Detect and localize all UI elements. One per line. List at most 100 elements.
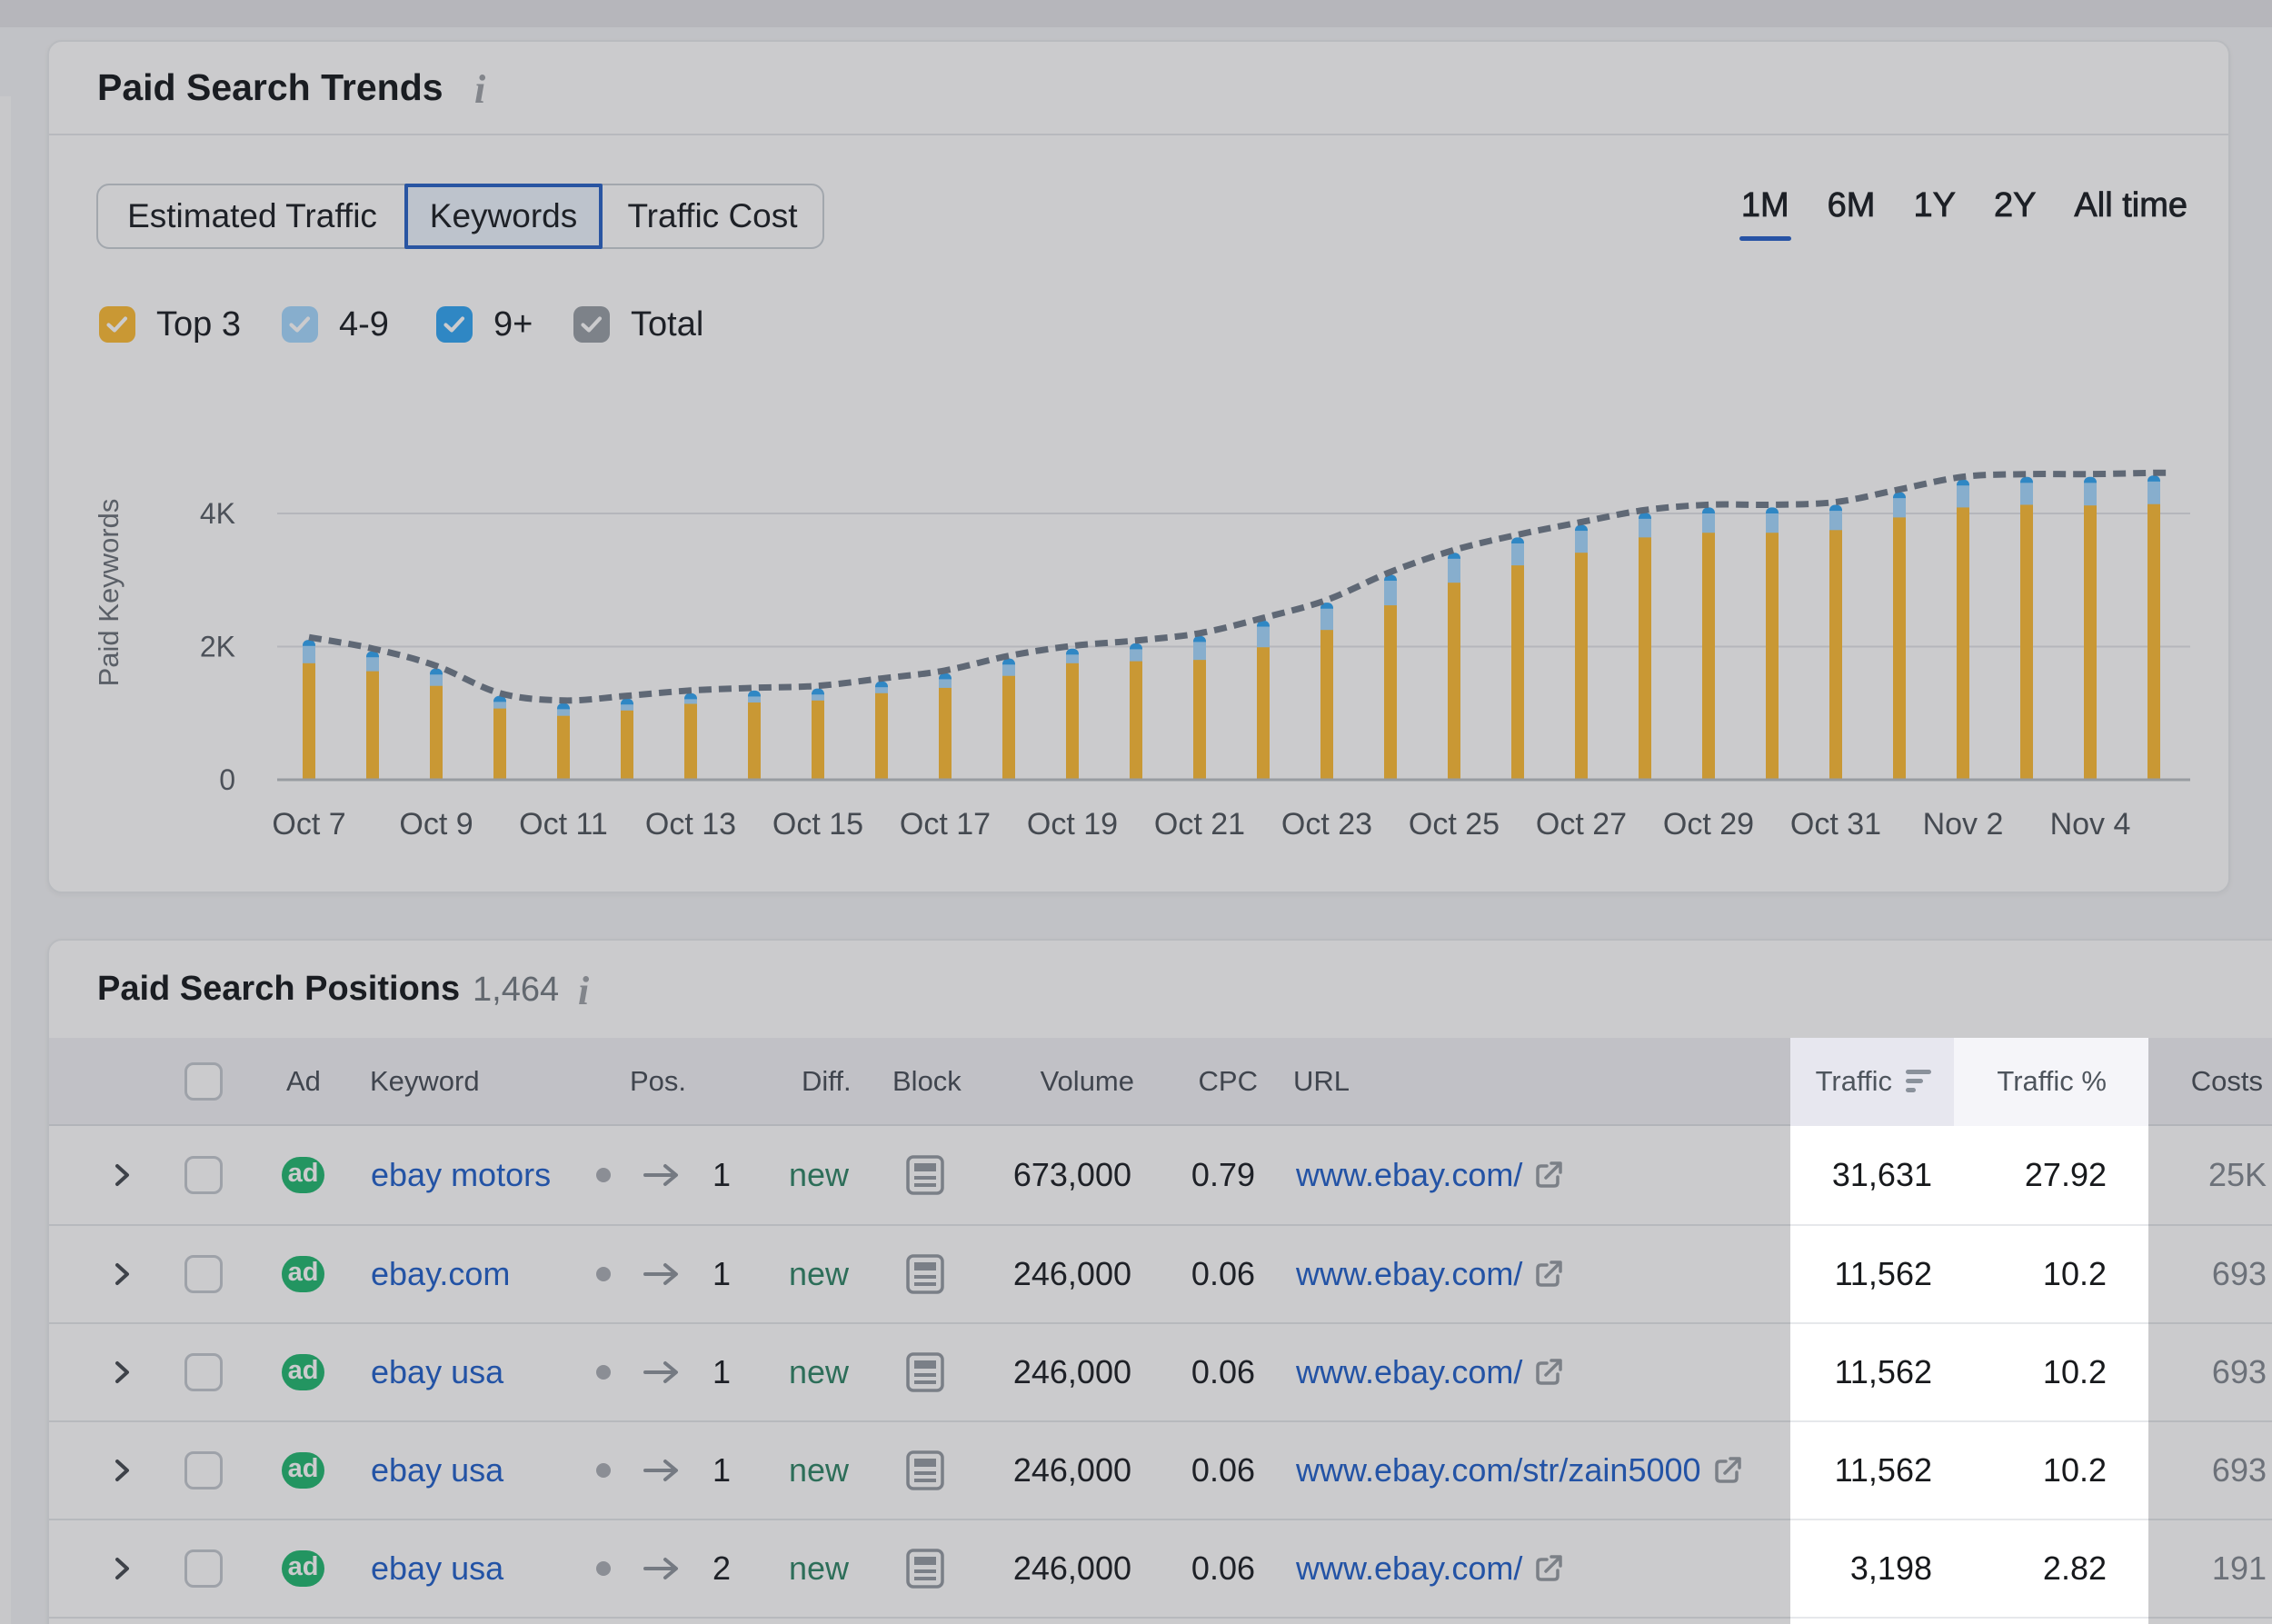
bar-segment-4-9: [1575, 531, 1588, 555]
column-header-diff[interactable]: Diff.: [802, 1065, 852, 1097]
expand-row-chevron[interactable]: [106, 1324, 137, 1420]
url-link[interactable]: www.ebay.com/: [1296, 1549, 1564, 1588]
cpc-value: 0.79: [1191, 1156, 1255, 1193]
tab-traffic-cost[interactable]: Traffic Cost: [601, 185, 822, 247]
row-checkbox[interactable]: [184, 1353, 223, 1391]
serp-snapshot-icon[interactable]: [906, 1253, 944, 1295]
serp-snapshot-icon[interactable]: [906, 1351, 944, 1393]
expand-row-chevron[interactable]: [106, 1226, 137, 1322]
y-tick-label: 2K: [200, 631, 235, 663]
costs-value: 693: [2211, 1353, 2267, 1390]
bar-segment-4-9: [1257, 626, 1270, 650]
url-link[interactable]: www.ebay.com/: [1296, 1353, 1564, 1391]
url-link[interactable]: www.ebay.com/str/zain5000: [1296, 1451, 1743, 1489]
select-all-checkbox[interactable]: [184, 1062, 223, 1101]
bar-segment-4-9: [875, 687, 888, 695]
expand-row-chevron[interactable]: [106, 1126, 137, 1224]
time-range-label: 2Y: [1993, 186, 2037, 224]
bar-segment-4-9: [1957, 485, 1969, 510]
pos-change-cell: [642, 1226, 682, 1322]
column-header-cpc[interactable]: CPC: [1198, 1065, 1258, 1097]
bar-segment-top3: [1002, 675, 1015, 780]
series-filter-total[interactable]: Total: [573, 306, 703, 343]
x-tick-label: Oct 9: [399, 807, 473, 842]
bar-segment-top3: [366, 671, 379, 780]
info-icon[interactable]: i: [578, 969, 590, 1013]
bar-segment-4-9: [812, 694, 824, 702]
diff-value: new: [789, 1255, 850, 1292]
bar-segment-top3: [2147, 503, 2160, 780]
time-range-6m[interactable]: 6M: [1827, 187, 1876, 224]
x-tick-label: Oct 19: [1027, 807, 1118, 842]
traffic-cell: 11,562: [1790, 1224, 1954, 1322]
column-header-traffic[interactable]: Traffic: [1790, 1038, 1954, 1124]
block-cell: [906, 1520, 944, 1617]
positions-card-header: Paid Search Positions 1,464 i: [49, 941, 2272, 1032]
cpc-value: 0.06: [1191, 1451, 1255, 1489]
column-header-volume[interactable]: Volume: [1040, 1065, 1134, 1097]
bar-segment-top3: [939, 687, 952, 780]
checkbox-icon: [99, 306, 135, 343]
row-checkbox[interactable]: [184, 1255, 223, 1293]
series-filter-9-[interactable]: 9+: [436, 306, 533, 343]
time-range-all-time[interactable]: All time: [2074, 187, 2187, 224]
bar-segment-4-9: [430, 674, 443, 688]
series-filter-label: 4-9: [339, 305, 389, 344]
costs-value: 693: [2211, 1451, 2267, 1489]
keyword-link[interactable]: ebay usa: [371, 1451, 504, 1489]
bar-segment-top3: [303, 663, 315, 780]
costs-cell: 191: [2085, 1520, 2267, 1617]
total-dashed-line: [308, 469, 2168, 704]
column-spotlight-traffic_pct: Traffic %: [1954, 1038, 2148, 1126]
keyword-link[interactable]: ebay motors: [371, 1156, 552, 1193]
url-cell: www.ebay.com/: [1296, 1324, 1769, 1420]
keyword-link[interactable]: ebay.com: [371, 1255, 511, 1292]
pos-history-cell: [596, 1126, 611, 1224]
series-filter-4-9[interactable]: 4-9: [282, 306, 389, 343]
serp-snapshot-icon[interactable]: [906, 1450, 944, 1491]
column-header-label: Traffic: [1815, 1065, 1892, 1097]
arrow-right-icon: [643, 1361, 678, 1383]
keyword-link[interactable]: ebay usa: [371, 1353, 504, 1390]
column-header-pos[interactable]: Pos.: [630, 1065, 687, 1097]
time-range-2y[interactable]: 2Y: [1993, 186, 2037, 224]
url-link[interactable]: www.ebay.com/: [1296, 1255, 1564, 1293]
bar-segment-4-9: [366, 657, 379, 673]
column-header-costs[interactable]: Costs: [2190, 1065, 2263, 1097]
positions-count: 1,464: [473, 971, 560, 1009]
tab-estimated-traffic[interactable]: Estimated Traffic: [98, 185, 406, 247]
column-header-url[interactable]: URL: [1293, 1065, 1350, 1097]
traffic-cell: 3,198: [1790, 1519, 1954, 1617]
column-header-traffic_pct[interactable]: Traffic %: [1954, 1038, 2148, 1124]
keyword-link[interactable]: ebay usa: [371, 1549, 504, 1587]
expand-row-chevron[interactable]: [106, 1422, 137, 1519]
time-range-1m[interactable]: 1M: [1739, 187, 1791, 241]
traffic-pct-cell: 27.92: [1954, 1126, 2148, 1224]
time-range-1y[interactable]: 1Y: [1913, 187, 1956, 224]
costs-value: 693: [2211, 1255, 2267, 1292]
serp-snapshot-icon[interactable]: [906, 1154, 944, 1196]
url-link[interactable]: www.ebay.com/: [1296, 1156, 1564, 1194]
url-cell: www.ebay.com/: [1296, 1226, 1769, 1322]
row-checkbox[interactable]: [184, 1549, 223, 1588]
column-header-block[interactable]: Block: [892, 1065, 962, 1097]
table-row: [49, 1617, 2272, 1624]
info-icon[interactable]: i: [474, 67, 486, 112]
paid-search-trends-card: Paid Search Trends i Estimated Traffic Ke…: [47, 40, 2230, 893]
bar-segment-top3: [1766, 533, 1779, 780]
expand-row-chevron[interactable]: [106, 1520, 137, 1617]
series-filter-top-3[interactable]: Top 3: [99, 306, 241, 343]
row-checkbox[interactable]: [184, 1156, 223, 1194]
column-header-keyword[interactable]: Keyword: [370, 1065, 480, 1097]
tab-keywords[interactable]: Keywords: [404, 184, 603, 249]
position-dot-icon: [596, 1168, 611, 1182]
url-text: www.ebay.com/str/zain5000: [1296, 1451, 1701, 1489]
bar-segment-top3: [493, 708, 506, 780]
costs-cell: 25K: [2085, 1126, 2267, 1224]
serp-snapshot-icon[interactable]: [906, 1548, 944, 1589]
bar-segment-top3: [1957, 507, 1969, 780]
position-value: 2: [712, 1549, 732, 1587]
column-header-ad[interactable]: Ad: [286, 1065, 321, 1097]
series-filter-label: Total: [631, 305, 704, 344]
row-checkbox[interactable]: [184, 1451, 223, 1489]
